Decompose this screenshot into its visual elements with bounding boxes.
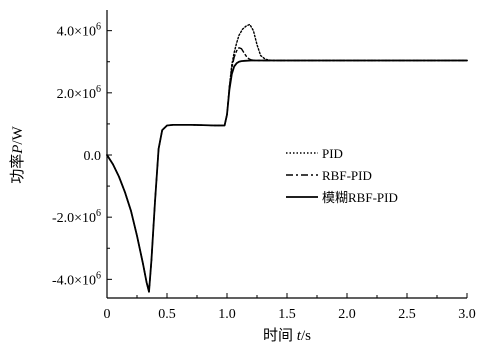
y-tick-label: -4.0×106 [52, 270, 101, 288]
x-tick-label: 0 [104, 307, 111, 322]
series-line-2 [106, 59, 468, 293]
x-tick-label: 1.0 [218, 307, 236, 322]
x-tick-label: 3.0 [458, 307, 476, 322]
y-tick-label: 4.0×106 [57, 22, 101, 40]
y-tick-label: 2.0×106 [57, 84, 101, 102]
legend-label-0: PID [322, 146, 343, 161]
x-tick-label: 1.5 [278, 307, 296, 322]
x-axis-title: 时间 t/s [263, 327, 311, 344]
legend: PID RBF-PID 模糊RBF-PID [286, 146, 398, 205]
axes: 0 0.5 1.0 1.5 2.0 2.5 3.0 -4.0×106 -2.0×106 0.0 2.… [52, 10, 476, 322]
series-line-0 [106, 23, 468, 293]
x-tick-label: 0.5 [158, 307, 176, 322]
x-tick-label: 2.0 [338, 307, 356, 322]
legend-label-1: RBF-PID [322, 168, 372, 183]
series-layer [106, 23, 468, 293]
x-tick-label: 2.5 [398, 307, 416, 322]
series-line-1 [106, 47, 468, 293]
legend-label-2: 模糊RBF-PID [322, 190, 398, 205]
y-axis-title: 功率P/W [9, 125, 26, 183]
y-tick-label: -2.0×106 [52, 208, 101, 226]
y-tick-label: 0.0 [84, 149, 102, 164]
